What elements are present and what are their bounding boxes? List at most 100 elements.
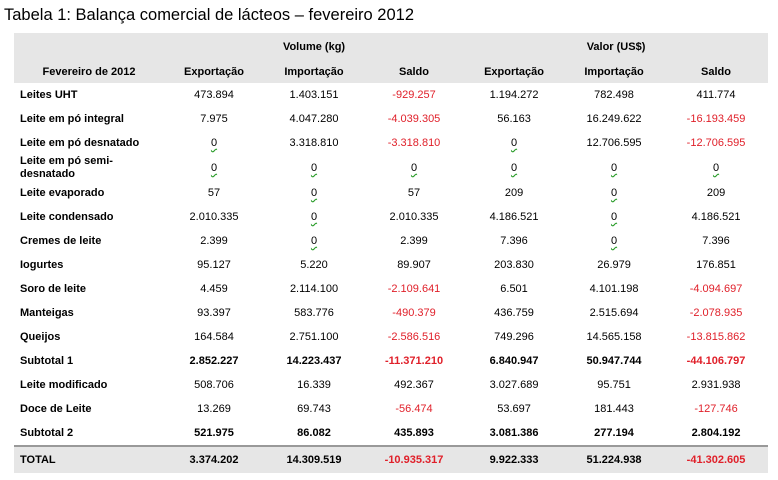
table-cell: 2.515.694 (564, 301, 664, 325)
cell-value: 0 (310, 235, 318, 247)
table-row: Manteigas 93.397 583.776 -490.379 436.759 2.5… (14, 301, 768, 325)
table-cell: 7.396 (464, 229, 564, 253)
cell-value: 57 (407, 187, 421, 199)
table-cell: 0 (664, 155, 768, 181)
cell-value: 7.396 (500, 235, 528, 247)
cell-value: -12.706.595 (686, 137, 746, 149)
table-cell: 181.443 (564, 397, 664, 421)
row-label: Leite em pó integral (20, 112, 124, 125)
cell-value: 0 (310, 211, 318, 223)
cell-value: 13.269 (197, 403, 231, 415)
cell-value: 12.706.595 (586, 137, 642, 149)
cell-value: 26.979 (597, 259, 631, 271)
table-cell: 6.501 (464, 277, 564, 301)
column-header: Exportação (464, 61, 565, 83)
cell-value: 411.774 (696, 89, 736, 101)
table-cell: 277.194 (564, 421, 664, 446)
dairy-trade-table: Volume (kg) Valor (US$) Fevereiro de 201… (14, 33, 769, 473)
table-cell: 435.893 (364, 421, 464, 446)
table-cell: -10.935.317 (364, 445, 465, 473)
cell-value: -4.039.305 (387, 113, 441, 125)
table-cell: -2.078.935 (664, 301, 768, 325)
cell-value: -490.379 (392, 307, 436, 319)
cell-value: 436.759 (494, 307, 534, 319)
cell-value: 95.751 (597, 379, 631, 391)
cell-value: 95.127 (197, 259, 231, 271)
column-header: Exportação (164, 61, 264, 83)
cell-value: 93.397 (197, 307, 231, 319)
cell-value: -16.193.459 (686, 113, 746, 125)
table-row: Subtotal 1 2.852.227 14.223.437 -11.371.210… (14, 349, 768, 373)
row-label: Leite em pó desnatado (20, 136, 140, 149)
cell-value: 0 (210, 137, 218, 149)
cell-value: 7.975 (200, 113, 228, 125)
cell-value: 508.706 (194, 379, 234, 391)
table-cell: 0 (264, 229, 364, 253)
table-cell: 2.399 (164, 229, 264, 253)
cell-value: 181.443 (594, 403, 634, 415)
table-row: Leite evaporado 57 0 57 209 0 209 (14, 181, 768, 205)
cell-value: 14.565.158 (586, 331, 642, 343)
cell-value: 53.697 (497, 403, 531, 415)
group-header-volume: Volume (kg) (164, 33, 465, 61)
table-row: Cremes de leite 2.399 0 2.399 7.396 0 7.396 (14, 229, 768, 253)
cell-value: 209 (706, 187, 726, 199)
table-cell: -13.815.862 (664, 325, 768, 349)
total-label: TOTAL (14, 445, 164, 473)
group-header-valor: Valor (US$) (464, 33, 769, 61)
cell-value: 0 (610, 162, 618, 174)
table-cell: 57 (164, 181, 264, 205)
cell-value: 521.975 (194, 427, 234, 439)
table-cell: 2.751.100 (264, 325, 364, 349)
cell-value: 1.194.272 (489, 89, 539, 101)
cell-value: 89.907 (397, 259, 431, 271)
table-cell: 2.852.227 (164, 349, 264, 373)
table-cell: 2.010.335 (164, 205, 264, 229)
table-cell: -41.302.605 (664, 445, 769, 473)
cell-value: -929.257 (392, 89, 436, 101)
table-cell: 411.774 (664, 83, 768, 107)
table-cell: -127.746 (664, 397, 768, 421)
cell-value: 4.459 (200, 283, 228, 295)
table-cell: 0 (564, 155, 664, 181)
table-cell: 89.907 (364, 253, 464, 277)
cell-value: 16.249.622 (586, 113, 642, 125)
cell-value: 6.840.947 (489, 355, 539, 367)
cell-value: -2.078.935 (689, 307, 743, 319)
table-cell: 2.931.938 (664, 373, 768, 397)
cell-value: 0 (610, 211, 618, 223)
cell-value: 2.804.192 (691, 427, 741, 439)
row-label: Soro de leite (20, 282, 87, 295)
row-label: Leite evaporado (20, 186, 105, 199)
cell-value: 4.186.521 (691, 211, 741, 223)
table-cell: 4.459 (164, 277, 264, 301)
table-cell: 782.498 (564, 83, 664, 107)
table-cell: 14.223.437 (264, 349, 364, 373)
column-header: Importação (264, 61, 364, 83)
table-cell: 508.706 (164, 373, 264, 397)
column-header: Importação (564, 61, 665, 83)
row-label: Leite em pó semi-desnatado (20, 155, 113, 180)
table-cell: 16.249.622 (564, 107, 664, 131)
cell-value: 6.501 (500, 283, 528, 295)
cell-value: 2.114.100 (289, 283, 339, 295)
cell-value: 7.396 (702, 235, 730, 247)
table-cell: 3.374.202 (164, 445, 264, 473)
table-cell: 93.397 (164, 301, 264, 325)
cell-value: 0 (510, 137, 518, 149)
cell-value: 176.851 (696, 259, 736, 271)
cell-value: 5.220 (300, 259, 328, 271)
table-cell: 0 (564, 181, 664, 205)
cell-value: 164.584 (194, 331, 234, 343)
table-cell: 9.922.333 (464, 445, 565, 473)
table-cell: 69.743 (264, 397, 364, 421)
row-label: Manteigas (20, 306, 74, 319)
table-cell: 1.403.151 (264, 83, 364, 107)
table-cell: 0 (164, 131, 264, 155)
row-label: Leite modificado (20, 378, 108, 391)
table-row: Iogurtes 95.127 5.220 89.907 203.830 26.979 17… (14, 253, 768, 277)
cell-value: 3.318.810 (289, 137, 339, 149)
table-cell: 2.804.192 (664, 421, 768, 446)
row-label-header: Fevereiro de 2012 (14, 61, 164, 83)
table-cell: -4.039.305 (364, 107, 464, 131)
